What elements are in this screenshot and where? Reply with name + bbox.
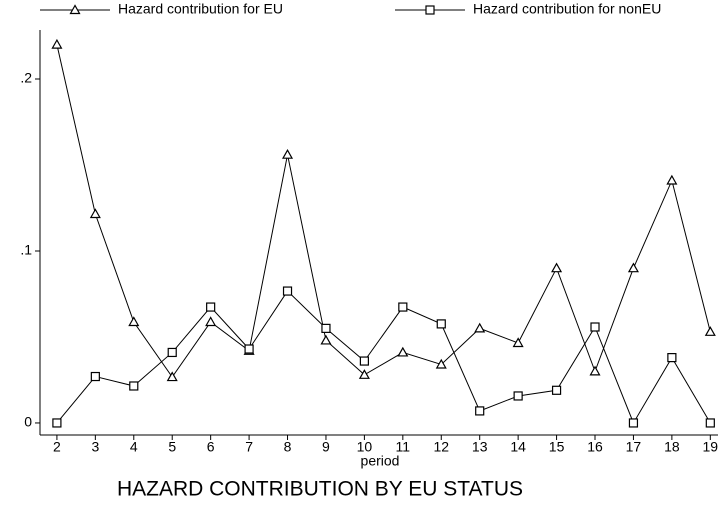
marker-square [52, 418, 62, 428]
x-tick-label: 12 [433, 439, 449, 455]
y-tick-label: .1 [20, 242, 32, 258]
x-tick-label: 9 [322, 439, 330, 455]
marker-square [206, 302, 216, 312]
marker-triangle [474, 322, 486, 333]
x-tick-label: 18 [664, 439, 680, 455]
marker-triangle [358, 369, 370, 379]
x-tick-label: 16 [587, 439, 603, 455]
marker-triangle [69, 4, 81, 15]
marker-square [321, 323, 331, 333]
marker-triangle [281, 148, 294, 159]
marker-square [167, 347, 177, 358]
x-tick-label: 19 [703, 439, 718, 455]
series-line [56, 44, 711, 378]
x-tick-label: 8 [284, 439, 292, 455]
marker-triangle [551, 262, 563, 273]
y-tick-label: 0 [24, 414, 32, 430]
marker-square [667, 353, 677, 363]
marker-triangle [166, 371, 178, 382]
x-tick-label: 7 [245, 439, 253, 455]
marker-triangle [128, 316, 140, 327]
marker-square [436, 319, 446, 329]
marker-square [129, 381, 139, 391]
x-axis-label: period [361, 453, 400, 469]
marker-square [475, 406, 485, 416]
marker-square [425, 5, 435, 15]
marker-triangle [666, 174, 678, 185]
marker-square [513, 391, 523, 401]
y-tick-label: .2 [20, 70, 32, 86]
marker-triangle [704, 326, 716, 336]
marker-square [551, 385, 562, 395]
legend-label: Hazard contribution for EU [118, 1, 283, 17]
x-tick-label: 10 [357, 439, 373, 455]
x-tick-label: 11 [396, 439, 411, 455]
marker-square [590, 322, 600, 332]
marker-square [90, 371, 100, 382]
marker-square [705, 418, 715, 428]
x-tick-label: 3 [91, 439, 99, 455]
x-tick-label: 2 [53, 439, 61, 455]
marker-triangle [512, 337, 524, 348]
marker-triangle [435, 358, 447, 369]
marker-triangle [320, 334, 332, 345]
marker-triangle [627, 262, 639, 273]
x-tick-label: 15 [549, 439, 565, 455]
marker-triangle [397, 346, 409, 357]
marker-square [359, 356, 369, 366]
legend-label: Hazard contribution for nonEU [473, 1, 661, 17]
marker-triangle [589, 365, 601, 376]
marker-triangle [51, 38, 63, 49]
x-tick-label: 13 [472, 439, 488, 455]
marker-square [244, 344, 254, 354]
marker-triangle [89, 208, 101, 219]
series-line [56, 290, 711, 425]
marker-square [628, 418, 639, 428]
marker-square [398, 302, 408, 312]
x-tick-label: 17 [626, 439, 642, 455]
x-tick-label: 5 [168, 439, 176, 455]
x-tick-label: 6 [207, 439, 215, 455]
marker-square [282, 286, 293, 296]
marker-triangle [205, 316, 217, 327]
x-tick-label: 14 [510, 439, 526, 455]
chart-title: HAZARD CONTRIBUTION BY EU STATUS [117, 478, 523, 501]
x-tick-label: 4 [130, 439, 138, 455]
